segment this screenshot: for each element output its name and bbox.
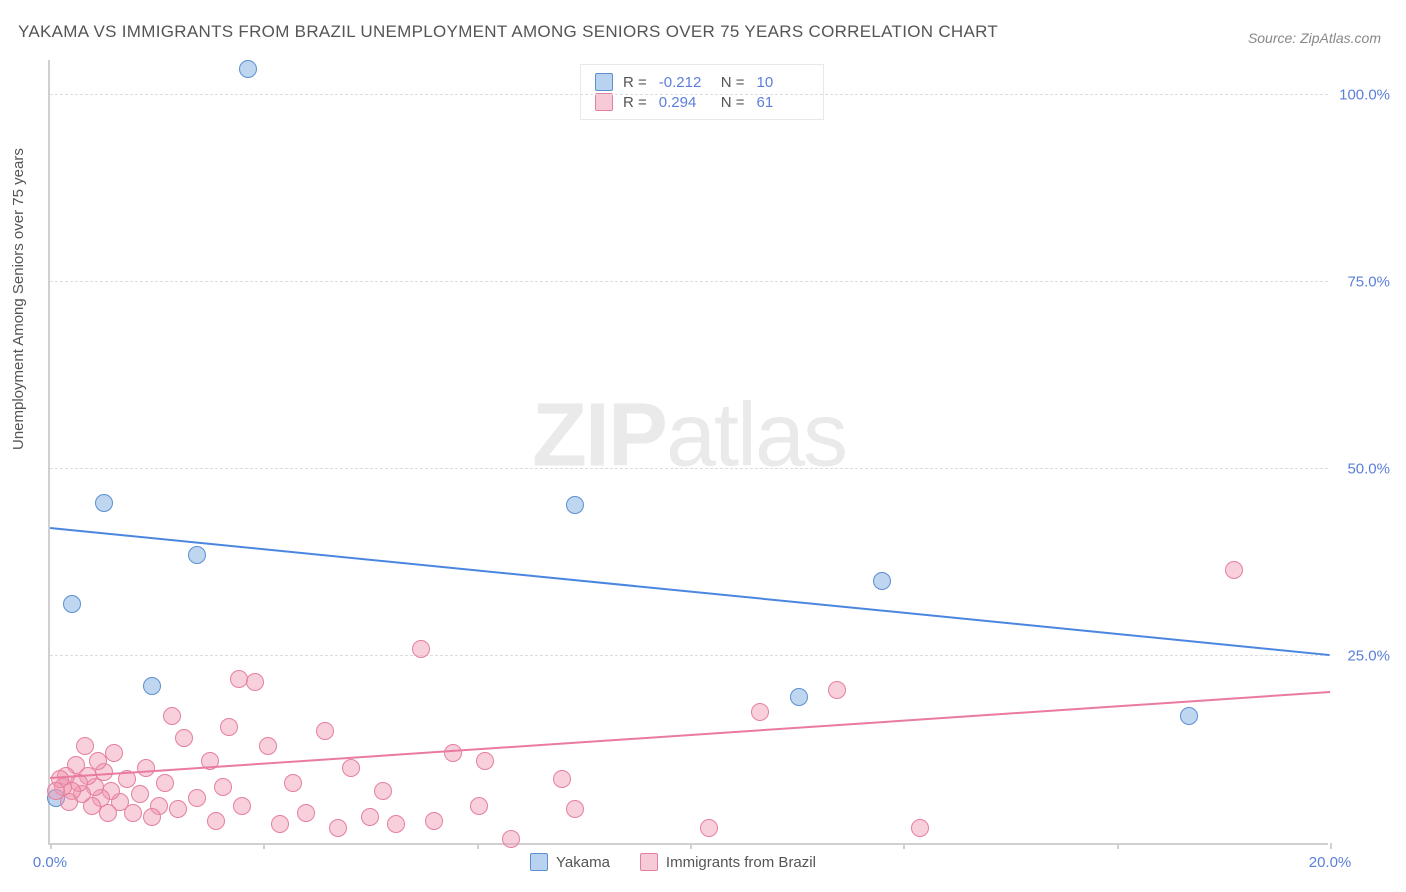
- data-point: [175, 729, 193, 747]
- source-label: Source: ZipAtlas.com: [1248, 30, 1381, 46]
- x-tick-label: 20.0%: [1309, 854, 1352, 871]
- legend-r-value: 0.294: [659, 94, 711, 111]
- y-tick-label: 75.0%: [1347, 274, 1390, 291]
- x-tick-label: 0.0%: [33, 854, 67, 871]
- data-point: [143, 677, 161, 695]
- data-point: [76, 737, 94, 755]
- swatch-icon: [595, 93, 613, 111]
- data-point: [214, 778, 232, 796]
- data-point: [566, 800, 584, 818]
- data-point: [374, 782, 392, 800]
- x-tick: [690, 843, 692, 849]
- data-point: [911, 819, 929, 837]
- gridline: [50, 281, 1328, 282]
- legend-n-value: 10: [757, 74, 809, 91]
- data-point: [207, 812, 225, 830]
- data-point: [95, 494, 113, 512]
- legend-r-label: R =: [623, 94, 647, 111]
- data-point: [188, 789, 206, 807]
- swatch-icon: [640, 853, 658, 871]
- legend-n-label: N =: [721, 94, 745, 111]
- legend-label: Immigrants from Brazil: [666, 854, 816, 871]
- x-tick: [903, 843, 905, 849]
- data-point: [361, 808, 379, 826]
- x-tick: [263, 843, 265, 849]
- data-point: [425, 812, 443, 830]
- data-point: [259, 737, 277, 755]
- watermark-bold: ZIP: [532, 385, 666, 485]
- legend-item: Immigrants from Brazil: [640, 853, 816, 871]
- data-point: [387, 815, 405, 833]
- data-point: [751, 703, 769, 721]
- legend-series: Yakama Immigrants from Brazil: [530, 853, 816, 871]
- legend-stats-row: R = -0.212 N = 10: [595, 72, 809, 92]
- swatch-icon: [530, 853, 548, 871]
- data-point: [63, 595, 81, 613]
- data-point: [316, 722, 334, 740]
- data-point: [271, 815, 289, 833]
- plot-area: ZIPatlas R = -0.212 N = 10 R = 0.294 N =…: [48, 60, 1328, 845]
- gridline: [50, 655, 1328, 656]
- legend-label: Yakama: [556, 854, 610, 871]
- swatch-icon: [595, 73, 613, 91]
- data-point: [169, 800, 187, 818]
- data-point: [873, 572, 891, 590]
- y-tick-label: 25.0%: [1347, 648, 1390, 665]
- watermark: ZIPatlas: [532, 384, 846, 487]
- data-point: [790, 688, 808, 706]
- chart-title: YAKAMA VS IMMIGRANTS FROM BRAZIL UNEMPLO…: [18, 22, 998, 42]
- x-tick: [1330, 843, 1332, 849]
- legend-stats: R = -0.212 N = 10 R = 0.294 N = 61: [580, 64, 824, 120]
- data-point: [566, 496, 584, 514]
- data-point: [163, 707, 181, 725]
- data-point: [444, 744, 462, 762]
- watermark-rest: atlas: [666, 385, 846, 485]
- data-point: [47, 782, 65, 800]
- legend-item: Yakama: [530, 853, 610, 871]
- data-point: [239, 60, 257, 78]
- data-point: [131, 785, 149, 803]
- data-point: [230, 670, 248, 688]
- data-point: [828, 681, 846, 699]
- gridline: [50, 468, 1328, 469]
- legend-r-value: -0.212: [659, 74, 711, 91]
- y-tick-label: 50.0%: [1347, 461, 1390, 478]
- legend-n-value: 61: [757, 94, 809, 111]
- data-point: [502, 830, 520, 848]
- data-point: [476, 752, 494, 770]
- gridline: [50, 94, 1328, 95]
- y-axis-label: Unemployment Among Seniors over 75 years: [10, 148, 27, 450]
- data-point: [1180, 707, 1198, 725]
- data-point: [700, 819, 718, 837]
- trend-line: [50, 691, 1330, 779]
- x-tick: [50, 843, 52, 849]
- data-point: [329, 819, 347, 837]
- data-point: [470, 797, 488, 815]
- data-point: [105, 744, 123, 762]
- data-point: [246, 673, 264, 691]
- trend-line: [50, 527, 1330, 656]
- x-tick: [1117, 843, 1119, 849]
- data-point: [297, 804, 315, 822]
- data-point: [156, 774, 174, 792]
- data-point: [143, 808, 161, 826]
- y-tick-label: 100.0%: [1339, 87, 1390, 104]
- legend-n-label: N =: [721, 74, 745, 91]
- data-point: [553, 770, 571, 788]
- data-point: [188, 546, 206, 564]
- data-point: [220, 718, 238, 736]
- x-tick: [477, 843, 479, 849]
- data-point: [1225, 561, 1243, 579]
- data-point: [412, 640, 430, 658]
- data-point: [342, 759, 360, 777]
- legend-r-label: R =: [623, 74, 647, 91]
- data-point: [284, 774, 302, 792]
- data-point: [137, 759, 155, 777]
- data-point: [233, 797, 251, 815]
